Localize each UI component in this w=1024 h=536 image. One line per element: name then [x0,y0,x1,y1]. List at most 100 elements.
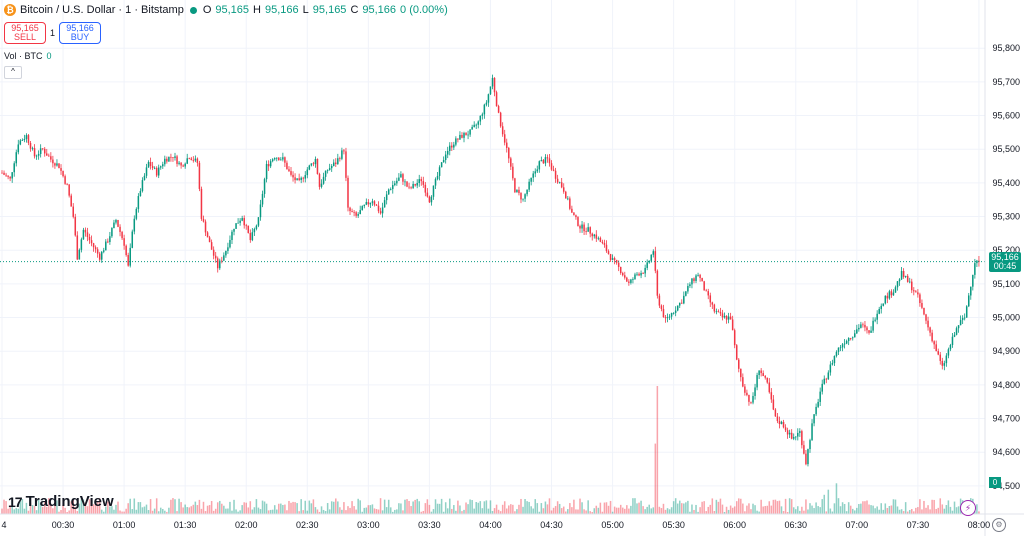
volume-bar [497,509,500,514]
candle-body [510,158,512,167]
tradingview-logo[interactable]: 17 TradingView [8,493,114,510]
candle-body [387,189,390,195]
volume-bar [681,503,683,514]
candle-body [888,291,891,299]
buy-button[interactable]: 95,166 BUY [59,22,102,44]
candle-body [552,169,555,171]
candle-body [178,162,180,164]
volume-bar [412,501,414,514]
volume-bar [68,510,70,514]
candle-body [52,159,54,164]
volume-bar [554,506,557,514]
volume-bar [162,508,164,514]
candle-body [854,333,856,338]
volume-bar [206,505,209,514]
volume-bar [255,499,258,514]
candle-body [959,320,962,326]
time-tick-label: 07:00 [846,520,869,530]
candle-body [48,155,50,157]
volume-bar [7,508,9,514]
volume-bar [740,498,742,514]
volume-bar [799,510,801,514]
volume-bar [689,511,691,514]
volume-bar [223,505,225,514]
candle-body [72,206,74,217]
candle-body [428,196,431,203]
candle-body [257,217,260,226]
candle-body [913,290,915,292]
candle-body [465,132,467,136]
volume-bar [854,510,856,514]
candle-body [410,187,412,189]
volume-bar [21,499,24,514]
volume-bar [473,508,475,514]
volume-bar [282,504,284,514]
candle-body [719,311,722,314]
volume-bar [976,504,978,514]
open-value: 95,165 [215,4,250,16]
candle-body [225,250,227,256]
candle-body [817,401,819,407]
candle-body [214,255,217,259]
volume-bar [640,500,642,514]
volume-bar [760,499,762,514]
candle-body [571,208,573,213]
candle-body [644,267,646,274]
candle-body [94,247,97,250]
candle-body [398,177,400,181]
candle-body [972,274,974,287]
candle-body [945,355,948,364]
price-axis[interactable]: 95,800 95,700 95,600 95,500 95,400 95,300 95,2… [992,43,1020,491]
volume-bar [318,511,321,514]
candle-body [339,158,341,160]
candle-body [408,186,410,188]
candle-body [534,171,537,174]
sell-button[interactable]: 95,165 SELL [4,22,46,44]
candle-body [135,208,138,219]
candle-body [385,194,388,201]
volume-bar [296,503,298,514]
volume-bar [88,499,91,514]
gear-icon[interactable]: ⚙ [992,518,1006,532]
price-tick-label: 94,700 [992,414,1020,424]
candle-body [453,144,455,148]
volume-bar [237,511,239,514]
candle-body [831,363,834,365]
volume-bar [324,511,327,514]
collapse-legend-button[interactable]: ^ [4,66,22,79]
volume-bar [485,500,488,514]
candle-body [300,177,302,180]
volume-bar [825,511,828,514]
candle-body [131,231,134,248]
candle-body [306,169,309,176]
candle-body [392,185,394,190]
candle-body [76,235,79,260]
volume-bar [699,507,701,514]
price-tick-label: 95,800 [992,43,1020,53]
volume-bar [888,506,891,514]
volume-bar [394,509,396,514]
volume-bar [483,501,486,514]
candle-body [711,302,714,305]
volume-bar [263,501,266,514]
volume-bar [300,499,302,514]
volume-bar [573,499,575,514]
candle-body [681,302,683,304]
candle-body [434,179,437,186]
candle-body [532,173,534,178]
price-tick-label: 95,000 [992,313,1020,323]
time-axis[interactable]: 4 00:30 01:00 01:30 02:00 02:30 03:00 03:30 04:0… [1,520,990,530]
volume-bar [72,498,74,514]
volume-bar [685,502,687,514]
volume-value: 0 [46,51,52,61]
volume-legend[interactable]: Vol · BTC 0 [4,51,52,61]
change-value: 0 (0.00%) [400,4,448,16]
candle-body [477,121,480,125]
lightning-icon[interactable]: ⚡ [960,500,976,516]
symbol-name[interactable]: Bitcoin / U.S. Dollar · 1 · Bitstamp [20,4,184,16]
candle-body [84,229,87,233]
volume-bar [377,509,380,514]
volume-bar [626,505,628,514]
candle-body [503,134,506,143]
